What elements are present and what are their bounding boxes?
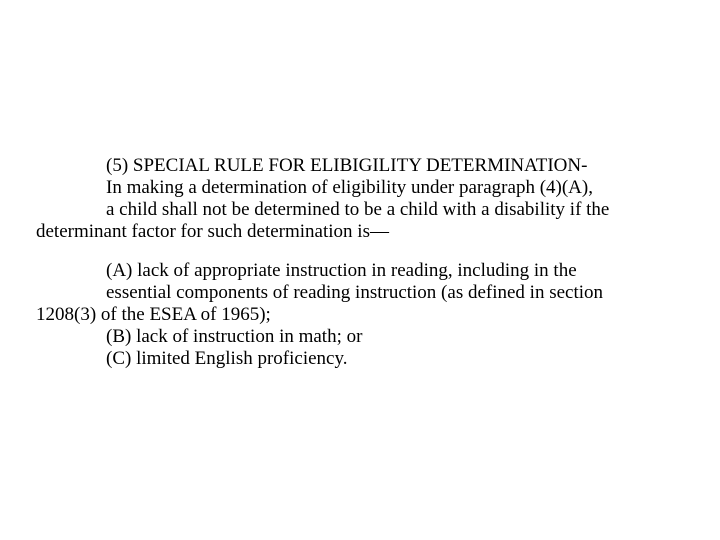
paragraph-1: (5) SPECIAL RULE FOR ELIBIGILITY DETERMI… bbox=[36, 155, 700, 242]
text: essential components of reading instruct… bbox=[106, 282, 603, 303]
text: (C) limited English proficiency. bbox=[106, 348, 348, 369]
text: 1208(3) of the ESEA of 1965); bbox=[36, 304, 271, 325]
document-page: (5) SPECIAL RULE FOR ELIBIGILITY DETERMI… bbox=[0, 0, 720, 370]
text: (A) lack of appropriate instruction in r… bbox=[106, 260, 577, 281]
text: In making a determination of eligibility… bbox=[106, 177, 593, 198]
paragraph-2: (A) lack of appropriate instruction in r… bbox=[36, 260, 700, 369]
text: (B) lack of instruction in math; or bbox=[106, 326, 362, 347]
text: determinant factor for such determinatio… bbox=[36, 221, 389, 242]
text: (5) SPECIAL RULE FOR ELIBIGILITY DETERMI… bbox=[106, 155, 587, 176]
text: a child shall not be determined to be a … bbox=[106, 199, 609, 220]
